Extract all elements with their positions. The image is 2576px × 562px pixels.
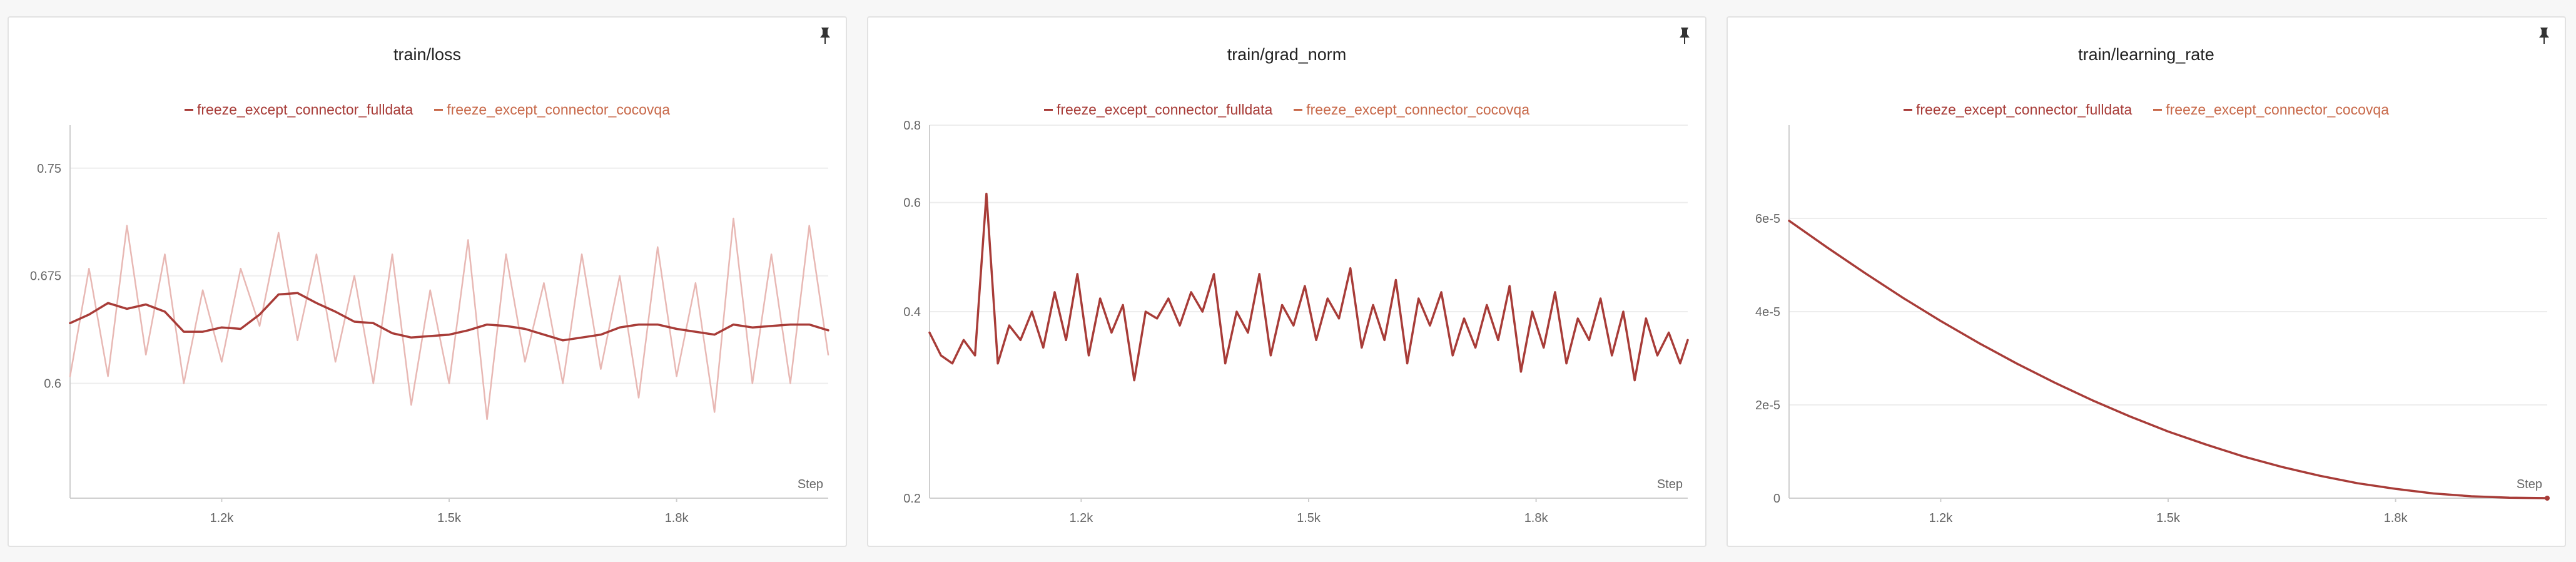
y-tick-label: 0.6: [44, 377, 61, 391]
legend-swatch: [2153, 109, 2163, 111]
legend-label: freeze_except_connector_fulldata: [197, 101, 413, 118]
legend-label: freeze_except_connector_fulldata: [1057, 101, 1273, 118]
x-tick-label: 1.8k: [1524, 511, 1549, 525]
legend-item-fulldata[interactable]: freeze_except_connector_fulldata: [1044, 101, 1272, 118]
legend-label: freeze_except_connector_cocovqa: [2166, 101, 2389, 118]
x-tick-label: 1.2k: [1069, 511, 1093, 525]
y-tick-label: 0.6: [903, 197, 921, 210]
x-tick-label: 1.5k: [2156, 511, 2181, 525]
pin-icon[interactable]: [1678, 26, 1691, 45]
chart-title: train/grad_norm: [1227, 45, 1347, 64]
legend-item-fulldata[interactable]: freeze_except_connector_fulldata: [1904, 101, 2132, 118]
x-axis-label: Step: [2517, 478, 2542, 491]
series-end-point: [2545, 496, 2550, 501]
x-axis-label: Step: [798, 478, 823, 491]
y-tick-label: 2e-5: [1755, 399, 1780, 412]
x-tick-label: 1.2k: [210, 511, 234, 525]
legend-label: freeze_except_connector_cocovqa: [447, 101, 670, 118]
series-line: [1788, 219, 2548, 499]
legend-swatch: [1044, 109, 1053, 111]
legend-item-fulldata[interactable]: freeze_except_connector_fulldata: [185, 101, 413, 118]
chart-title: train/loss: [393, 45, 462, 64]
series-line: [69, 292, 829, 342]
x-tick-label: 1.5k: [437, 511, 462, 525]
legend-item-cocovqa[interactable]: freeze_except_connector_cocovqa: [434, 101, 670, 118]
legend-item-cocovqa[interactable]: freeze_except_connector_cocovqa: [1294, 101, 1529, 118]
chart-legend: freeze_except_connector_fulldata freeze_…: [9, 101, 846, 118]
series-line: [928, 192, 1689, 382]
legend-swatch: [185, 109, 193, 111]
y-tick-label: 0.675: [30, 270, 61, 284]
chart-legend: freeze_except_connector_fulldata freeze_…: [868, 101, 1705, 118]
pin-icon[interactable]: [2537, 26, 2551, 45]
chart-panel-grad-norm: train/grad_norm freeze_except_connector_…: [867, 16, 1706, 547]
pin-icon[interactable]: [818, 26, 832, 45]
x-tick-label: 1.5k: [1297, 511, 1321, 525]
legend-label: freeze_except_connector_cocovqa: [1306, 101, 1529, 118]
y-tick-label: 4e-5: [1755, 305, 1780, 319]
x-tick-label: 1.8k: [2384, 511, 2408, 525]
y-tick-label: 0.4: [903, 305, 921, 319]
x-tick-label: 1.8k: [665, 511, 689, 525]
chart-panel-learning-rate: train/learning_rate freeze_except_connec…: [1727, 16, 2566, 547]
plot-area[interactable]: 0.6 0.675 0.75 1.2k 1.5k 1.8k Step: [9, 18, 848, 548]
y-tick-label: 0: [1773, 492, 1780, 506]
chart-panel-loss: train/loss freeze_except_connector_fulld…: [8, 16, 847, 547]
y-tick-label: 0.2: [903, 492, 921, 506]
chart-legend: freeze_except_connector_fulldata freeze_…: [1728, 101, 2565, 118]
legend-swatch: [1294, 109, 1303, 111]
x-axis-label: Step: [1657, 478, 1683, 491]
legend-swatch: [434, 109, 444, 111]
series-line-raw: [69, 217, 829, 421]
x-tick-label: 1.2k: [1929, 511, 1953, 525]
legend-swatch: [1904, 109, 1912, 111]
legend-item-cocovqa[interactable]: freeze_except_connector_cocovqa: [2153, 101, 2389, 118]
plot-area[interactable]: 0.2 0.4 0.6 0.8 1.2k 1.5k 1.8k Step: [868, 18, 1708, 548]
y-tick-label: 0.8: [903, 119, 921, 133]
y-tick-label: 6e-5: [1755, 212, 1780, 226]
chart-title: train/learning_rate: [2078, 45, 2214, 64]
y-tick-label: 0.75: [37, 162, 61, 176]
legend-label: freeze_except_connector_fulldata: [1916, 101, 2132, 118]
plot-area[interactable]: 0 2e-5 4e-5 6e-5 1.2k 1.5k 1.8k Step: [1728, 18, 2567, 548]
